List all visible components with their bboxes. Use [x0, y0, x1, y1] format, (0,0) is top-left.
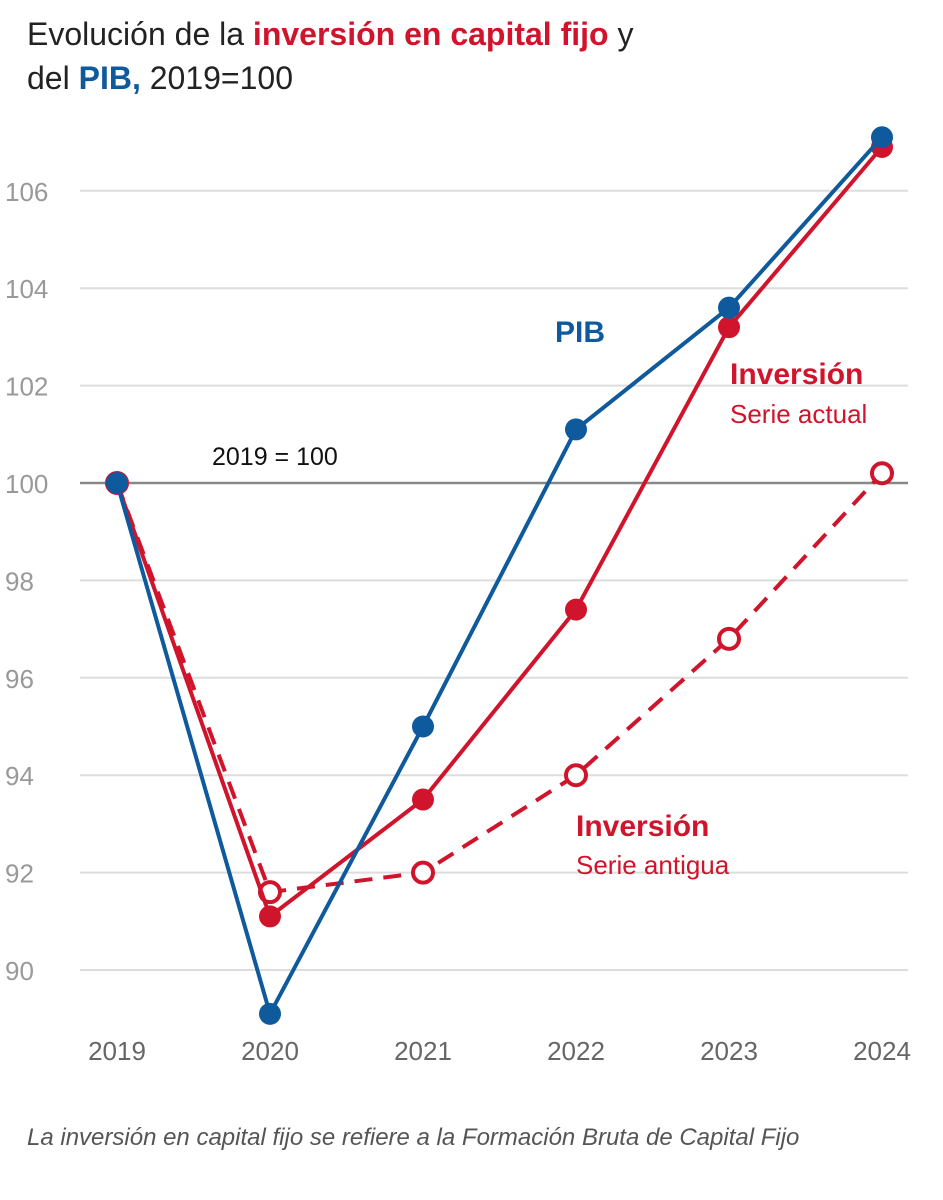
data-point-inversion-actual [412, 788, 434, 811]
series-label-inversion-antigua: Inversión [576, 810, 709, 843]
y-tick-label: 98 [5, 566, 34, 596]
data-point-pib [565, 418, 587, 441]
y-tick-label: 90 [5, 956, 34, 986]
x-tick-label: 2019 [88, 1036, 146, 1066]
reference-line-label: 2019 = 100 [212, 443, 338, 471]
title-highlight-inversion: inversión en capital fijo [252, 16, 609, 52]
x-tick-label: 2021 [394, 1036, 452, 1066]
y-tick-label: 96 [5, 664, 34, 694]
chart-title: Evolución de la inversión en capital fij… [27, 12, 917, 100]
series-line-pib [115, 135, 884, 1016]
y-tick-label: 94 [5, 761, 34, 791]
x-tick-label: 2023 [700, 1036, 758, 1066]
data-point-inversion-antigua [717, 626, 741, 651]
title-text-1: Evolución de la [27, 16, 253, 52]
title-text-4: 2019=100 [140, 60, 293, 96]
series-label-pib: PIB [555, 316, 605, 349]
y-tick-label: 104 [5, 274, 48, 304]
data-point-pib [106, 472, 128, 494]
data-point-inversion-antigua [411, 860, 435, 885]
x-tick-label: 2022 [547, 1036, 605, 1066]
chart-caption: La inversión en capital fijo se refiere … [27, 1124, 800, 1151]
title-highlight-pib: PIB, [78, 60, 141, 96]
data-point-inversion-actual [718, 316, 740, 339]
data-point-pib [718, 296, 740, 319]
data-point-pib [259, 1002, 281, 1025]
y-tick-label: 106 [5, 177, 48, 207]
y-tick-label: 100 [5, 469, 48, 499]
data-point-inversion-actual [565, 598, 587, 621]
x-tick-label: 2024 [853, 1036, 911, 1066]
y-tick-label: 92 [5, 859, 34, 889]
data-point-pib [871, 126, 893, 149]
data-point-inversion-antigua [870, 461, 894, 486]
data-point-inversion-antigua [564, 763, 588, 788]
line-chart: 90 92 94 96 98 100 102 104 106 2019 = 100 2019 2020… [5, 126, 911, 1066]
series-sublabel-inversion-antigua: Serie antigua [576, 850, 730, 880]
data-point-pib [412, 715, 434, 738]
series-label-inversion-actual: Inversión [730, 358, 863, 391]
x-tick-label: 2020 [241, 1036, 299, 1066]
data-point-inversion-actual [259, 905, 281, 928]
y-tick-label: 102 [5, 372, 48, 402]
title-text-2: y [608, 16, 634, 52]
title-text-3: del [27, 60, 79, 96]
series-sublabel-inversion-actual: Serie actual [730, 399, 867, 429]
series-line-inversion-actual [115, 145, 884, 919]
series-line-inversion-antigua [115, 471, 884, 895]
